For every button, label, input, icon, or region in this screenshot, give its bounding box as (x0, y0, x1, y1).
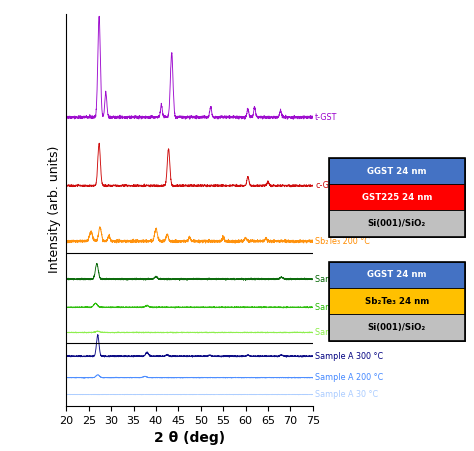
Text: Sample A 300 °C: Sample A 300 °C (315, 352, 383, 361)
Text: Si(001)/SiO₂: Si(001)/SiO₂ (368, 323, 426, 332)
Text: t-GST: t-GST (315, 113, 337, 122)
Text: GST225 24 nm: GST225 24 nm (362, 193, 432, 202)
Text: GGST 24 nm: GGST 24 nm (367, 166, 427, 175)
Text: Si(001)/SiO₂: Si(001)/SiO₂ (368, 219, 426, 228)
Bar (329, 211, 465, 237)
Text: Sb₂Te₃ 24 nm: Sb₂Te₃ 24 nm (365, 297, 429, 305)
Bar (329, 314, 465, 341)
Text: Sample A 30 °C: Sample A 30 °C (315, 390, 378, 399)
Text: Sample B 30 °C: Sample B 30 °C (315, 328, 378, 337)
Bar (329, 158, 465, 184)
X-axis label: 2 θ (deg): 2 θ (deg) (154, 431, 225, 445)
Text: Sample B 150 °C: Sample B 150 °C (315, 303, 383, 312)
Text: Sample A 200 °C: Sample A 200 °C (315, 373, 383, 382)
Text: GGST 24 nm: GGST 24 nm (367, 270, 427, 279)
Y-axis label: Intensity (arb. units): Intensity (arb. units) (48, 146, 61, 273)
Bar (329, 184, 465, 211)
Text: Sb₂Te₃ 200 °C: Sb₂Te₃ 200 °C (315, 237, 370, 246)
Text: Sample B 300 °C: Sample B 300 °C (315, 275, 383, 284)
Bar (329, 262, 465, 288)
Text: c-GST: c-GST (315, 181, 339, 190)
Bar (329, 288, 465, 314)
